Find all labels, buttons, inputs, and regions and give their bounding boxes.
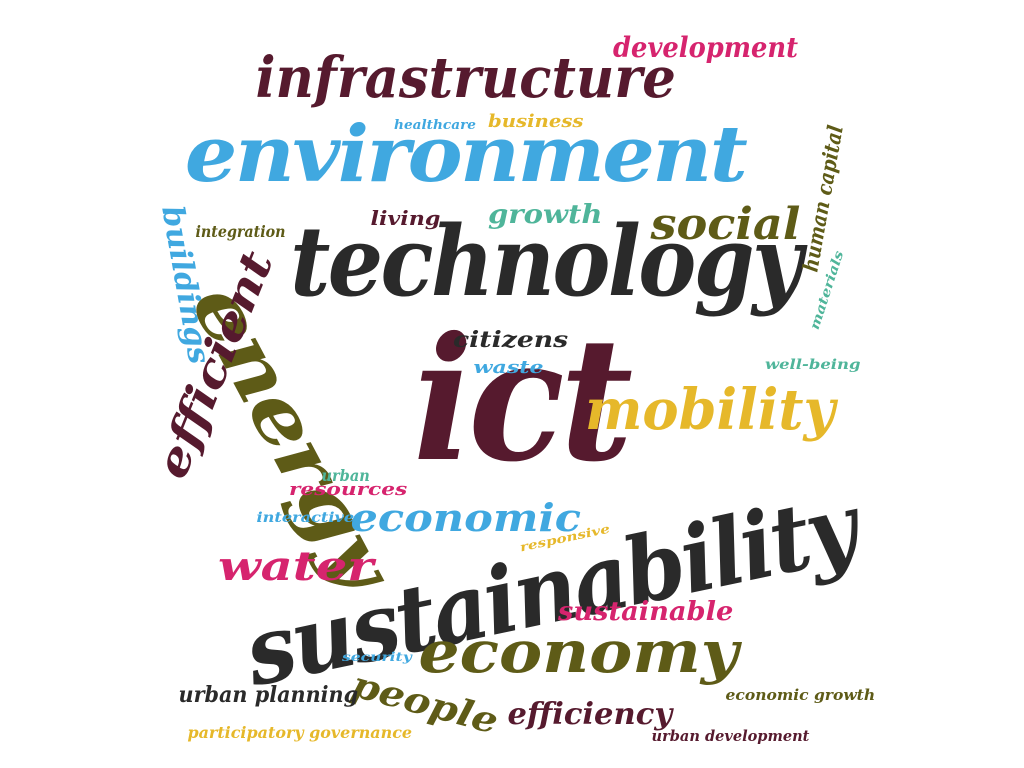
word-development: development bbox=[612, 31, 798, 64]
word-healthcare: healthcare bbox=[394, 117, 476, 133]
word-technology: technology bbox=[290, 205, 802, 318]
word-business: business bbox=[487, 111, 583, 132]
word-infrastructure: infrastructure bbox=[254, 45, 676, 111]
word-environment: environment bbox=[184, 109, 748, 200]
word-efficiency: efficiency bbox=[507, 697, 673, 732]
word-urban-planning: urban planning bbox=[178, 682, 358, 708]
word-growth: growth bbox=[487, 200, 603, 230]
word-citizens: citizens bbox=[452, 327, 568, 353]
word-integration: integration bbox=[195, 222, 286, 241]
word-well-being: well-being bbox=[764, 357, 860, 373]
word-interactive: interactive bbox=[256, 510, 354, 526]
word-living: living bbox=[370, 206, 440, 230]
word-economic-growth: economic growth bbox=[725, 685, 875, 704]
word-urban: urban bbox=[321, 466, 370, 485]
word-economic: economic bbox=[349, 495, 581, 540]
word-security: security bbox=[342, 650, 412, 664]
word-sustainable: sustainable bbox=[557, 597, 733, 627]
word-social: social bbox=[649, 199, 800, 250]
word-economy: economy bbox=[418, 618, 738, 686]
word-urban-development: urban development bbox=[651, 726, 809, 745]
word-participatory-governance: participatory governance bbox=[187, 723, 413, 742]
word-mobility: mobility bbox=[584, 377, 836, 443]
word-resources: resources bbox=[288, 479, 408, 500]
word-waste: waste bbox=[472, 357, 544, 378]
word-ict: ict bbox=[412, 300, 632, 500]
word-water: water bbox=[217, 543, 373, 590]
